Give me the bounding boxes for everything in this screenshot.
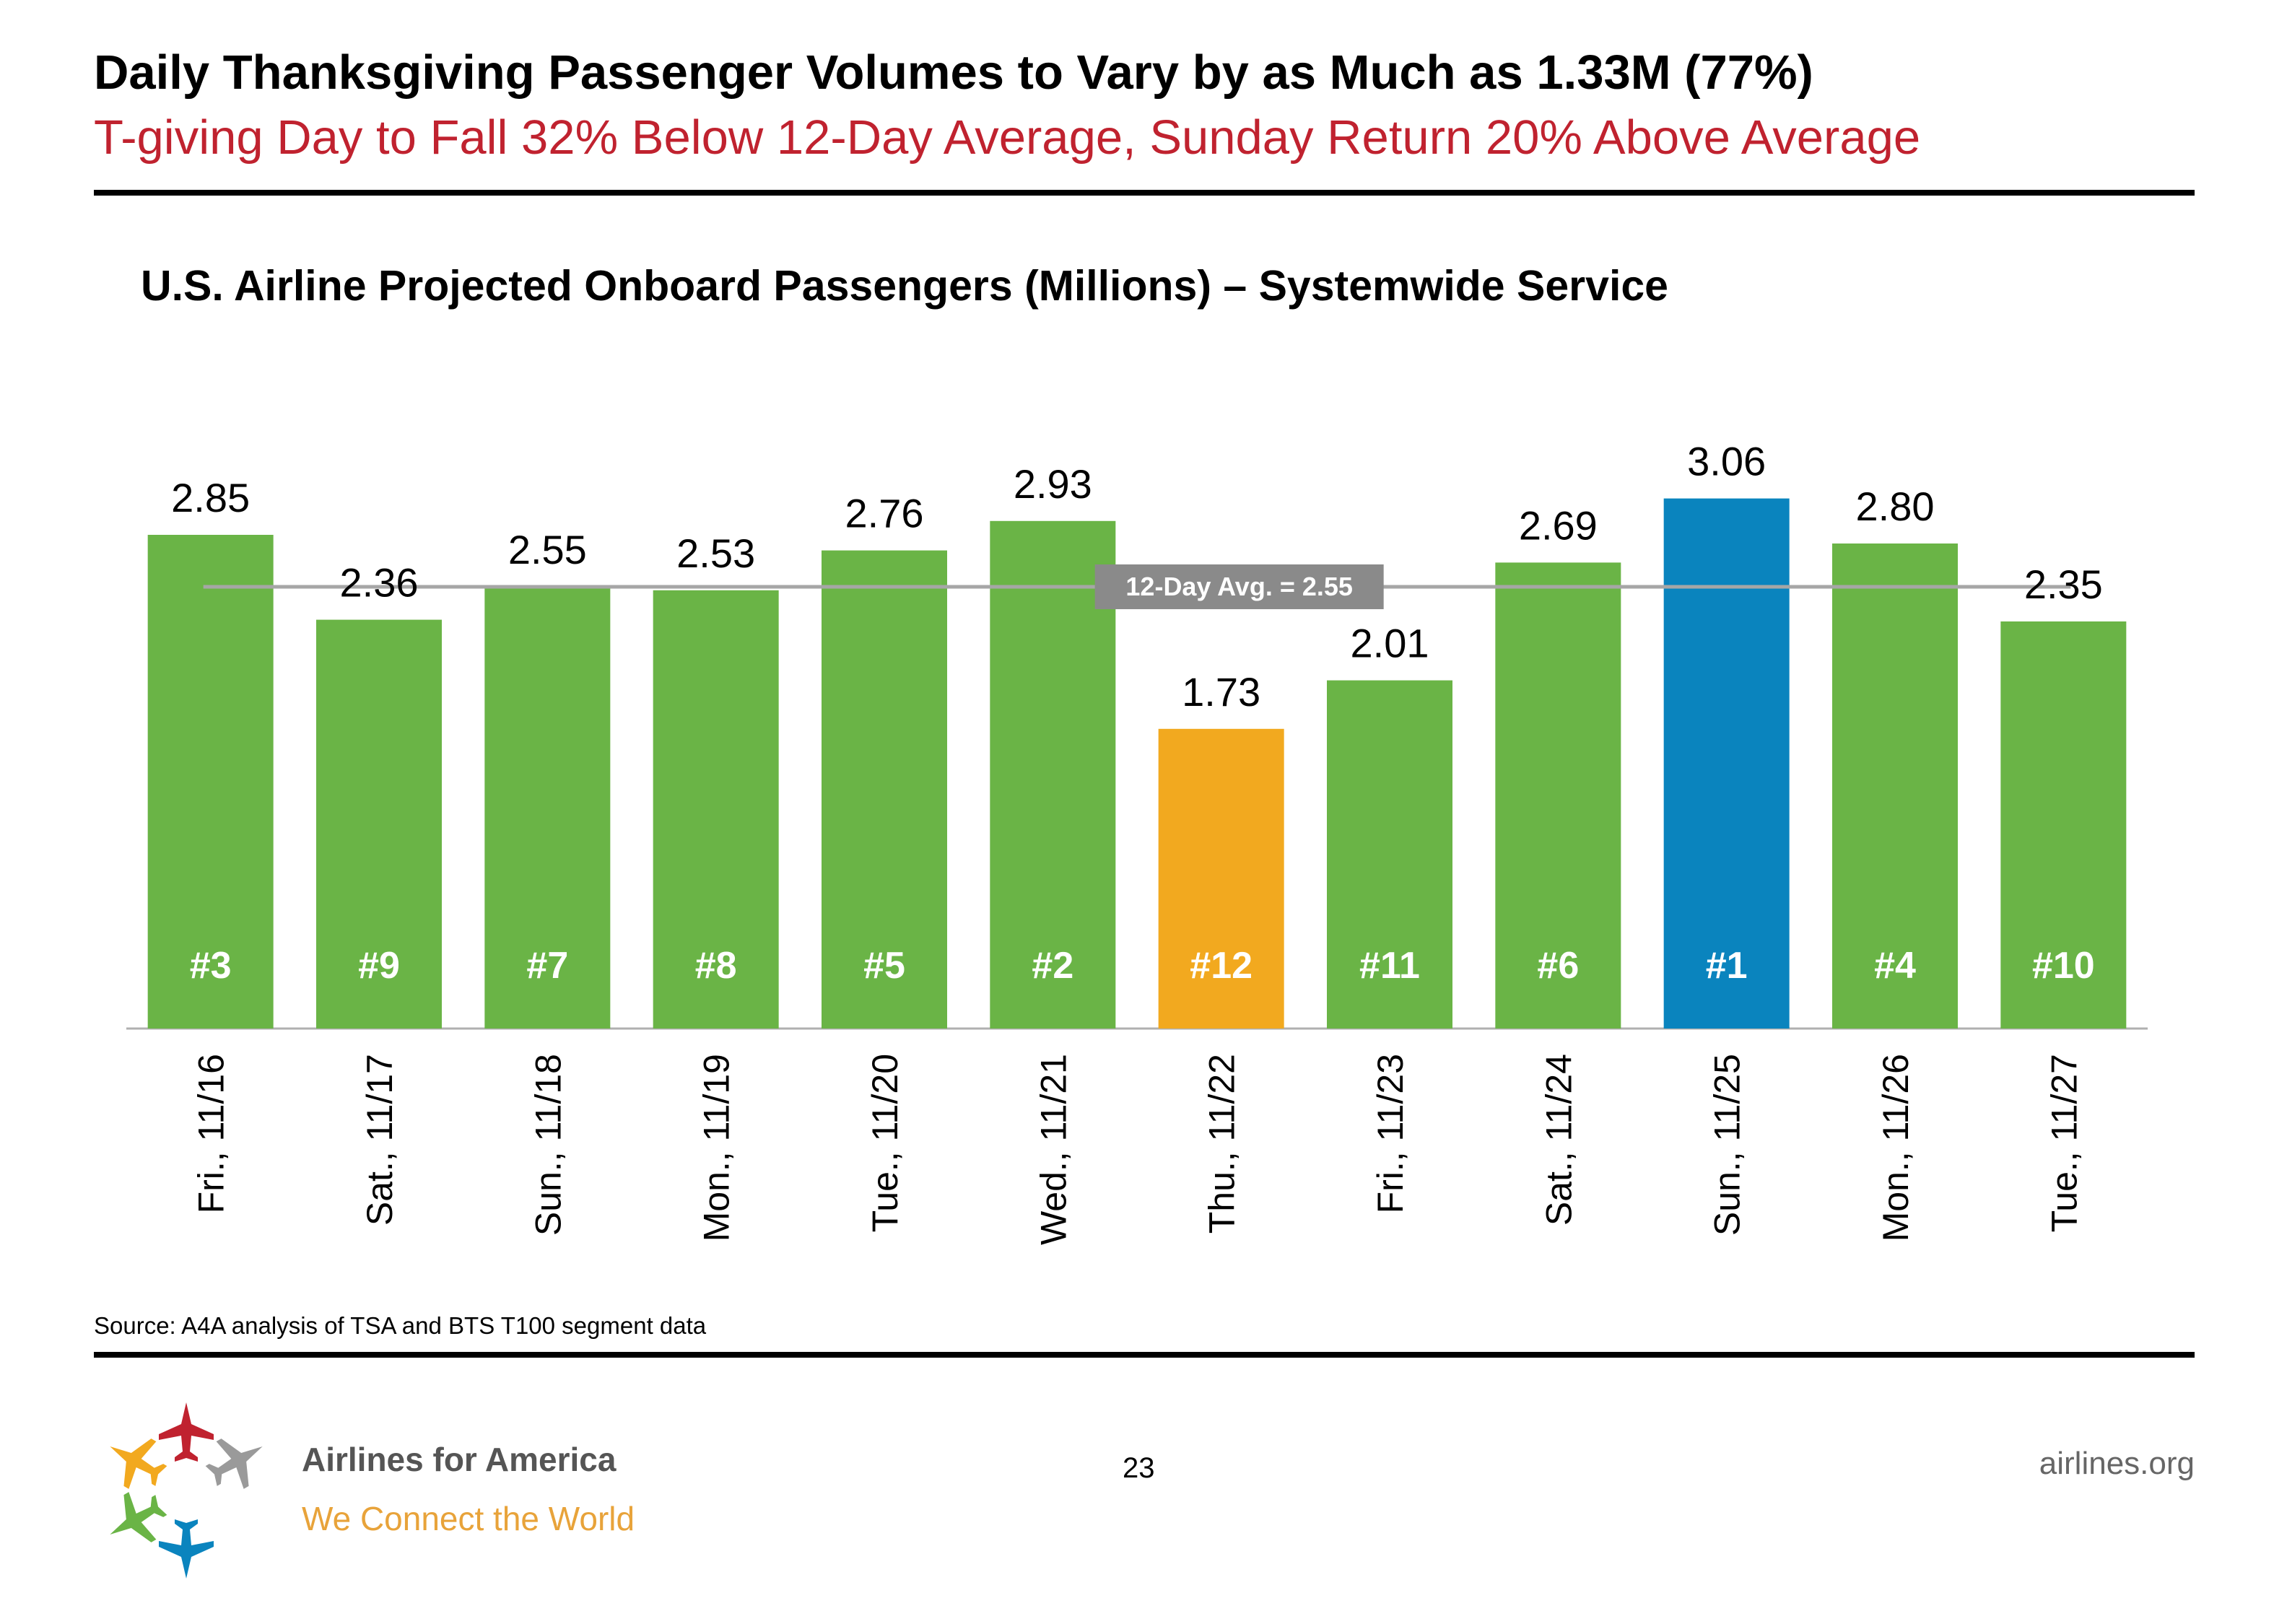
- page-subtitle: T-giving Day to Fall 32% Below 12-Day Av…: [94, 110, 1921, 165]
- rank-label-2: #7: [526, 945, 568, 987]
- average-label-box: [1094, 564, 1384, 609]
- rank-label-5: #2: [1032, 945, 1073, 987]
- brand-tagline: We Connect the World: [302, 1500, 635, 1537]
- rank-label-1: #9: [358, 945, 400, 987]
- category-label-3: Mon., 11/19: [697, 1054, 737, 1241]
- category-label-11: Tue., 11/27: [2044, 1054, 2084, 1232]
- header-divider: [94, 190, 2195, 196]
- bar-11: [2000, 621, 2127, 1029]
- value-label-9: 3.06: [1687, 439, 1766, 484]
- rank-label-0: #3: [190, 945, 232, 987]
- rank-label-3: #8: [695, 945, 737, 987]
- bar-1: [316, 619, 442, 1029]
- bar-0: [147, 535, 274, 1029]
- bar-8: [1495, 562, 1621, 1029]
- bar-3: [653, 590, 779, 1029]
- value-label-6: 1.73: [1182, 669, 1260, 715]
- rank-label-7: #11: [1359, 945, 1420, 987]
- category-label-2: Sun., 11/18: [528, 1054, 568, 1236]
- value-label-1: 2.36: [340, 560, 419, 606]
- value-label-7: 2.01: [1351, 621, 1429, 666]
- value-label-0: 2.85: [171, 475, 250, 520]
- bar-7: [1327, 680, 1452, 1029]
- bar-5: [990, 520, 1116, 1029]
- bar-chart: 12-Day Avg. = 2.55 2.85 #3 Fri., 11/16 2.36 #…: [126, 439, 2148, 1245]
- value-label-11: 2.35: [2024, 562, 2103, 607]
- footer-divider: [94, 1352, 2195, 1358]
- category-label-4: Tue., 11/20: [865, 1054, 905, 1232]
- brand-name: Airlines for America: [302, 1441, 617, 1478]
- category-label-7: Fri., 11/23: [1370, 1054, 1411, 1213]
- source-note: Source: A4A analysis of TSA and BTS T100…: [94, 1312, 707, 1339]
- value-label-8: 2.69: [1519, 502, 1598, 548]
- average-label: 12-Day Avg. = 2.55: [1125, 572, 1353, 601]
- bar-6: [1158, 728, 1284, 1029]
- rank-label-11: #10: [2032, 945, 2095, 987]
- page-title: Daily Thanksgiving Passenger Volumes to …: [94, 45, 1813, 100]
- airlines-for-america-logo-icon: [110, 1402, 263, 1579]
- category-label-0: Fri., 11/16: [191, 1054, 232, 1213]
- category-label-5: Wed., 11/21: [1033, 1054, 1073, 1245]
- bar-4: [822, 550, 947, 1029]
- website-link[interactable]: airlines.org: [2039, 1446, 2195, 1481]
- rank-label-6: #12: [1190, 945, 1253, 987]
- chart-title: U.S. Airline Projected Onboard Passenger…: [141, 262, 1668, 310]
- rank-label-8: #6: [1537, 945, 1579, 987]
- rank-label-9: #1: [1706, 945, 1748, 987]
- category-label-1: Sat., 11/17: [360, 1054, 400, 1226]
- rank-label-4: #5: [863, 945, 905, 987]
- value-label-3: 2.53: [676, 531, 755, 576]
- bar-10: [1832, 543, 1958, 1029]
- category-label-10: Mon., 11/26: [1876, 1054, 1916, 1241]
- value-label-2: 2.55: [508, 527, 587, 572]
- category-label-6: Thu., 11/22: [1202, 1054, 1242, 1234]
- value-label-5: 2.93: [1014, 461, 1092, 507]
- page-number: 23: [1123, 1452, 1155, 1484]
- value-label-10: 2.80: [1856, 484, 1935, 529]
- rank-label-10: #4: [1874, 945, 1916, 987]
- value-label-4: 2.76: [845, 491, 924, 536]
- bar-2: [484, 587, 611, 1029]
- category-label-9: Sun., 11/25: [1707, 1054, 1748, 1236]
- category-label-8: Sat., 11/24: [1538, 1054, 1579, 1226]
